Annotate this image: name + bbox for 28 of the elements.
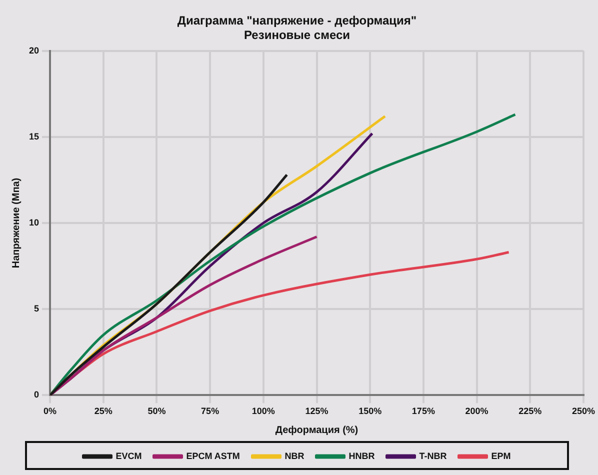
y-tick-label: 10 <box>28 217 40 228</box>
x-tick-label: 50% <box>148 406 166 416</box>
line-series <box>50 236 318 396</box>
y-tick-label: 5 <box>34 304 40 314</box>
legend-label: EPCM ASTM <box>186 450 240 461</box>
y-tick-label: 15 <box>28 131 40 142</box>
x-tick-label: 200% <box>465 406 488 416</box>
x-axis-title: Деформация (%) <box>275 424 358 436</box>
x-tick-label: 125% <box>305 406 328 416</box>
x-tick-label: 100% <box>252 406 275 416</box>
line-series <box>50 174 288 396</box>
y-tick-label: 20 <box>28 45 40 56</box>
y-axis-title: Напряжение (Мпа) <box>10 178 22 268</box>
x-tick-label: 75% <box>201 406 220 416</box>
x-tick-label: 25% <box>94 406 112 416</box>
x-tick-label: 250% <box>572 406 596 416</box>
legend-label: NBR <box>284 450 305 461</box>
legend-label: T-NBR <box>419 450 448 461</box>
legend-label: HNBR <box>348 450 376 461</box>
chart-subtitle: Резиновые смеси <box>244 28 350 42</box>
x-tick-label: 225% <box>518 406 542 416</box>
y-tick-label: 0 <box>34 390 40 400</box>
legend-label: EVCM <box>116 450 142 461</box>
x-tick-label: 150% <box>358 406 382 416</box>
x-tick-label: 175% <box>412 406 435 416</box>
chart-title: Диаграмма "напряжение - деформация" <box>177 14 417 28</box>
legend-label: EPM <box>491 450 511 461</box>
x-tick-label: 0% <box>44 406 57 416</box>
